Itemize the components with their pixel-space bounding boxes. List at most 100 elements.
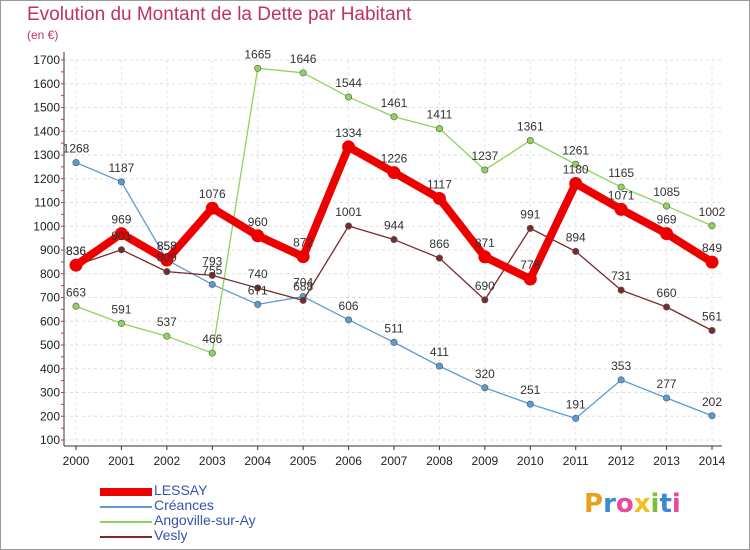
x-tick-label: 2008 xyxy=(426,454,453,468)
data-label-angoville-sur-ay: 1165 xyxy=(608,166,634,180)
y-tick-label: 1400 xyxy=(33,124,60,138)
x-tick-label: 2012 xyxy=(608,454,635,468)
data-label-angoville-sur-ay: 591 xyxy=(111,302,131,316)
legend-swatch xyxy=(100,521,152,523)
x-tick-label: 2011 xyxy=(563,454,589,468)
point-lessay xyxy=(69,258,83,272)
data-label-cr-ances: 411 xyxy=(430,345,449,359)
point-lessay xyxy=(660,227,674,241)
axes: 100 200 300 400 500 600 700 800 900 1000 1100 1200 1… xyxy=(33,52,726,468)
y-tick-label: 1600 xyxy=(33,77,60,91)
data-label-angoville-sur-ay: 466 xyxy=(202,332,222,346)
logo-letter: t xyxy=(659,489,672,519)
data-label-cr-ances: 202 xyxy=(702,395,722,409)
point-vesly xyxy=(208,271,216,279)
x-tick-label: 2006 xyxy=(335,454,362,468)
data-label-vesly: 731 xyxy=(611,269,631,283)
data-label-lessay: 836 xyxy=(66,244,86,258)
point-vesly xyxy=(708,327,716,335)
y-tick-label: 1700 xyxy=(33,53,60,67)
data-label-angoville-sur-ay: 1261 xyxy=(562,143,589,157)
y-tick-label: 800 xyxy=(40,267,60,281)
x-tick-label: 2002 xyxy=(154,454,181,468)
point-angoville-sur-ay xyxy=(708,222,716,230)
y-tick-label: 100 xyxy=(40,433,60,447)
point-angoville-sur-ay xyxy=(163,332,171,340)
data-label-vesly: 809 xyxy=(157,251,177,265)
data-label-cr-ances: 511 xyxy=(384,321,403,335)
point-angoville-sur-ay xyxy=(663,202,671,210)
x-tick-label: 2001 xyxy=(108,454,135,468)
data-label-vesly: 1001 xyxy=(335,205,362,219)
point-lessay xyxy=(251,229,265,243)
point-cr-ances xyxy=(390,338,398,346)
data-label-cr-ances: 755 xyxy=(202,263,222,277)
data-label-cr-ances: 251 xyxy=(520,383,540,397)
point-vesly xyxy=(481,296,489,304)
point-cr-ances xyxy=(526,400,534,408)
point-vesly xyxy=(345,222,353,230)
data-label-lessay: 1076 xyxy=(199,187,226,201)
x-tick-label: 2005 xyxy=(290,454,317,468)
data-label-angoville-sur-ay: 537 xyxy=(157,315,177,329)
point-cr-ances xyxy=(208,280,216,288)
data-label-cr-ances: 858 xyxy=(157,239,177,253)
x-tick-label: 2004 xyxy=(244,454,271,468)
point-lessay xyxy=(705,255,719,269)
y-tick-label: 1300 xyxy=(33,148,60,162)
logo-letter: P xyxy=(584,489,604,519)
y-tick-label: 1100 xyxy=(34,196,60,210)
logo-letter: x xyxy=(633,489,651,519)
point-angoville-sur-ay xyxy=(572,160,580,168)
point-angoville-sur-ay xyxy=(299,69,307,77)
data-label-lessay: 969 xyxy=(111,213,131,227)
data-label-cr-ances: 606 xyxy=(339,299,359,313)
point-cr-ances xyxy=(254,300,262,308)
data-label-vesly: 690 xyxy=(475,279,495,293)
point-cr-ances xyxy=(663,394,671,402)
data-label-lessay: 1226 xyxy=(381,152,408,166)
data-label-cr-ances: 320 xyxy=(475,367,495,381)
legend-swatch xyxy=(100,536,152,538)
point-lessay xyxy=(614,202,628,216)
point-lessay xyxy=(114,227,128,241)
data-label-cr-ances: 353 xyxy=(611,359,631,373)
point-cr-ances xyxy=(481,384,489,392)
chart-subtitle: (en €) xyxy=(27,28,59,42)
data-label-lessay: 1117 xyxy=(427,177,452,191)
data-label-lessay: 969 xyxy=(657,213,677,227)
point-lessay xyxy=(432,191,446,205)
data-label-cr-ances: 1268 xyxy=(63,142,90,156)
point-cr-ances xyxy=(117,178,125,186)
data-label-vesly: 836 xyxy=(66,244,86,258)
point-angoville-sur-ay xyxy=(208,349,216,357)
y-tick-label: 500 xyxy=(40,338,60,352)
data-label-angoville-sur-ay: 1646 xyxy=(290,52,317,66)
logo-letter: o xyxy=(615,489,634,519)
legend-label: Créances xyxy=(154,497,214,513)
data-label-vesly: 740 xyxy=(248,267,268,281)
grid xyxy=(64,59,722,441)
data-label-angoville-sur-ay: 1461 xyxy=(381,96,408,110)
legend-label: Vesly xyxy=(154,527,188,543)
point-angoville-sur-ay xyxy=(72,302,80,310)
x-tick-label: 2009 xyxy=(472,454,499,468)
logo-letter: r xyxy=(603,489,616,519)
point-angoville-sur-ay xyxy=(481,166,489,174)
point-angoville-sur-ay xyxy=(345,93,353,101)
legend-label: LESSAY xyxy=(154,482,208,498)
point-lessay xyxy=(478,250,492,264)
y-tick-label: 1000 xyxy=(33,219,60,233)
point-vesly xyxy=(390,236,398,244)
point-cr-ances xyxy=(72,159,80,167)
data-label-angoville-sur-ay: 1544 xyxy=(335,76,362,90)
point-vesly xyxy=(435,254,443,262)
point-lessay xyxy=(205,201,219,215)
data-label-cr-ances: 704 xyxy=(293,276,313,290)
data-label-lessay: 960 xyxy=(248,215,268,229)
data-label-cr-ances: 671 xyxy=(248,283,268,297)
point-vesly xyxy=(617,286,625,294)
point-cr-ances xyxy=(345,316,353,324)
data-label-vesly: 793 xyxy=(202,254,222,268)
